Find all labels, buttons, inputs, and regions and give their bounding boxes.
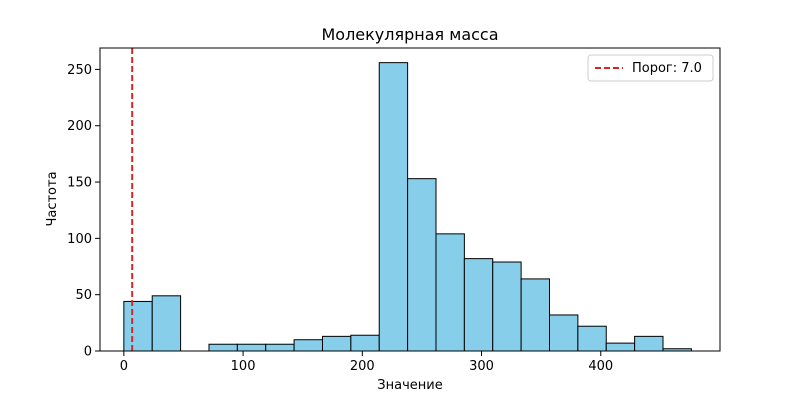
x-tick-label: 100 xyxy=(231,359,256,374)
histogram-bar xyxy=(634,335,664,352)
histogram-bar xyxy=(350,334,380,352)
histogram-bar xyxy=(123,300,153,352)
histogram-bar xyxy=(435,233,465,352)
histogram-bar xyxy=(236,343,267,352)
histogram-bar xyxy=(265,343,295,352)
x-tick-label: 0 xyxy=(120,359,128,374)
histogram-bar xyxy=(293,339,323,352)
y-tick-label: 50 xyxy=(75,288,92,303)
histogram-bar xyxy=(378,62,409,352)
plot-axes xyxy=(99,47,721,352)
x-tick-label: 200 xyxy=(350,359,375,374)
y-tick-label: 250 xyxy=(67,63,92,78)
legend-threshold-label: Порог: 7.0 xyxy=(632,61,702,76)
y-tick-label: 200 xyxy=(67,119,92,134)
histogram-bar xyxy=(605,342,636,352)
y-tick-label: 0 xyxy=(84,345,92,360)
y-axis-ticks: 0 50 100 150 200 250 xyxy=(67,63,100,360)
x-tick-label: 400 xyxy=(588,359,613,374)
x-tick-label: 300 xyxy=(469,359,494,374)
histogram-bar xyxy=(151,295,182,352)
histogram-bar xyxy=(407,178,437,352)
histogram-bar xyxy=(321,335,352,352)
histogram-bar xyxy=(549,314,579,352)
histogram-bar xyxy=(463,258,494,352)
chart-legend: Порог: 7.0 xyxy=(587,54,714,82)
y-axis-label: Частота xyxy=(45,171,60,226)
plot-frame xyxy=(99,47,721,352)
legend-box xyxy=(587,54,714,82)
y-tick-label: 150 xyxy=(67,176,92,191)
histogram-bar xyxy=(208,343,238,352)
histogram-bar xyxy=(577,325,607,352)
histogram-bar xyxy=(492,261,522,352)
y-tick-label: 100 xyxy=(67,232,92,247)
x-axis-ticks: 0 100 200 300 400 xyxy=(120,351,613,374)
histogram-bar xyxy=(520,278,550,352)
histogram-bars xyxy=(123,62,692,352)
x-axis-label: Значение xyxy=(377,378,442,393)
chart-title: Молекулярная масса xyxy=(321,25,498,44)
